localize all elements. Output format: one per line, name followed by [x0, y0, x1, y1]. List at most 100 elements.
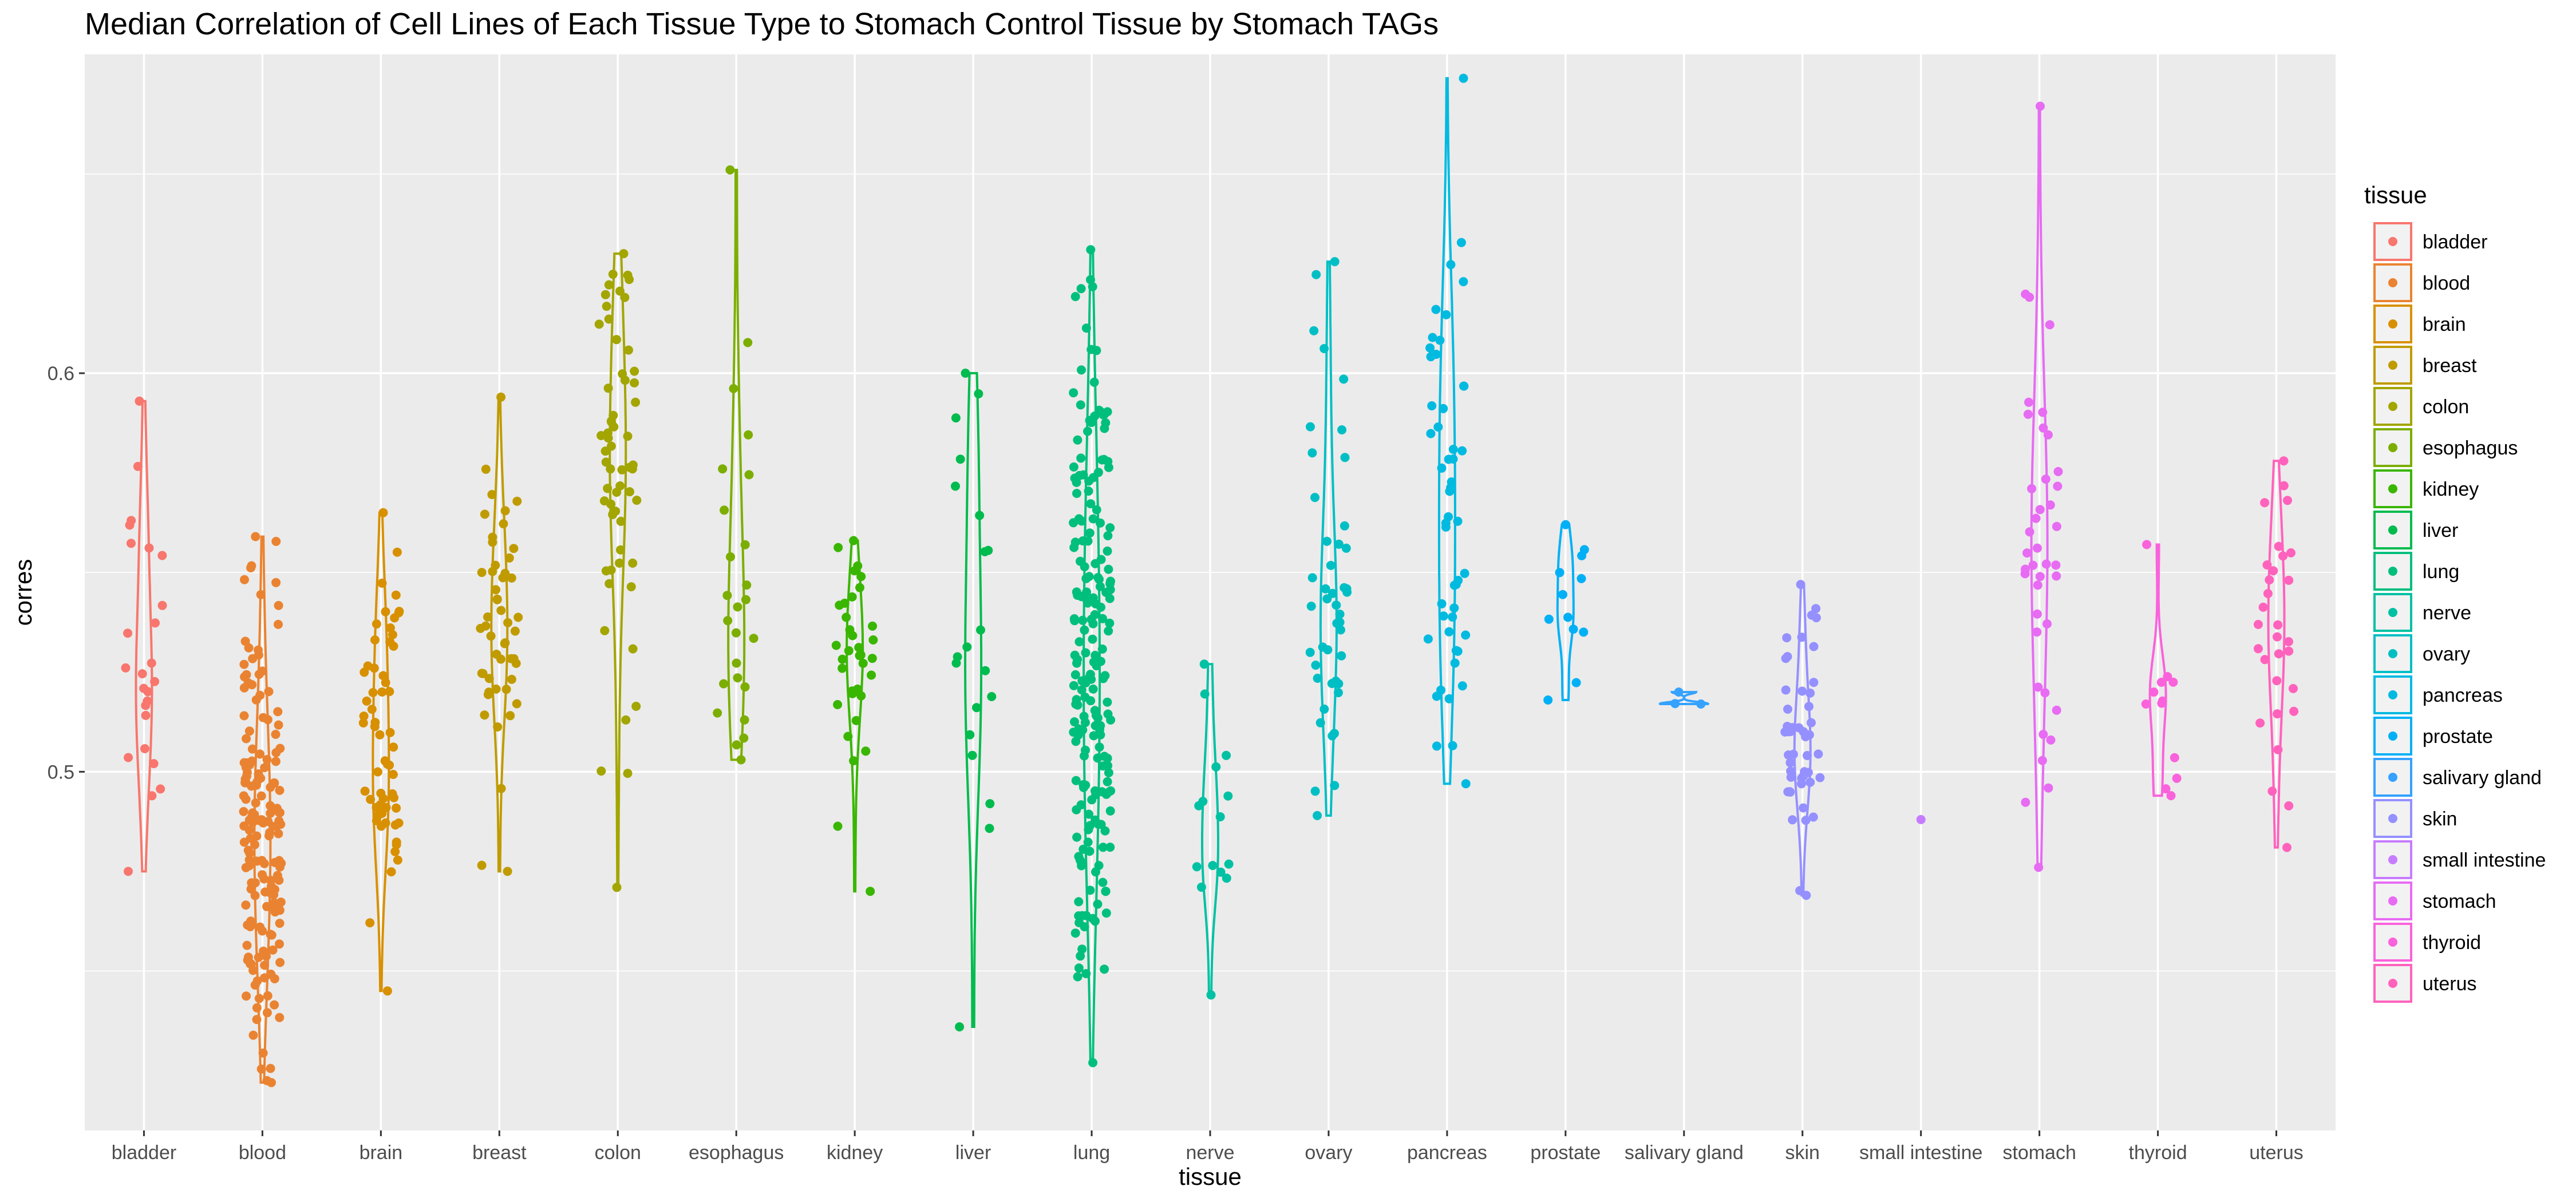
point-liver — [987, 692, 997, 701]
point-esophagus — [732, 658, 741, 668]
point-pancreas — [1448, 741, 1457, 750]
point-blood — [241, 762, 251, 772]
legend-key-dot — [2388, 319, 2397, 329]
point-lung — [1083, 426, 1092, 436]
point-pancreas — [1439, 611, 1448, 621]
point-blood — [250, 891, 260, 900]
point-colon — [605, 579, 614, 588]
point-stomach — [2023, 409, 2033, 419]
point-lung — [1101, 908, 1111, 918]
point-bladder — [157, 551, 167, 560]
point-lung — [1096, 406, 1105, 416]
point-brain — [359, 667, 369, 677]
legend-item-blood: blood — [2373, 263, 2470, 302]
point-bladder — [141, 701, 151, 710]
grid-lines — [85, 54, 2336, 1130]
y-axis-title: corres — [10, 559, 37, 626]
x-tick-label-lung: lung — [1073, 1142, 1110, 1164]
point-colon — [615, 558, 625, 568]
point-blood — [240, 672, 250, 682]
point-kidney — [868, 621, 878, 631]
point-nerve — [1192, 862, 1202, 872]
point-ovary — [1334, 679, 1344, 689]
point-pancreas — [1446, 260, 1456, 270]
legend-label: bladder — [2423, 231, 2487, 253]
point-lung — [1091, 559, 1100, 568]
point-uterus — [2258, 602, 2268, 612]
point-lung — [1081, 648, 1091, 658]
point-kidney — [853, 561, 863, 571]
point-uterus — [2269, 566, 2278, 576]
point-esophagus — [739, 733, 749, 743]
point-lung — [1076, 556, 1085, 566]
legend-key-dot — [2388, 938, 2397, 947]
point-uterus — [2278, 551, 2288, 561]
point-bladder — [149, 759, 159, 769]
point-blood — [262, 755, 272, 764]
point-liver — [985, 824, 994, 833]
point-ovary — [1322, 536, 1332, 546]
point-colon — [631, 397, 641, 407]
point-nerve — [1194, 801, 1204, 810]
point-breast — [500, 506, 510, 516]
point-bladder — [150, 677, 160, 686]
point-blood — [254, 952, 263, 962]
point-uterus — [2253, 644, 2263, 654]
point-pancreas — [1459, 381, 1468, 391]
point-lung — [1105, 618, 1115, 628]
point-lung — [1093, 573, 1103, 582]
legend-label: skin — [2423, 808, 2457, 830]
point-colon — [606, 464, 615, 474]
point-pancreas — [1425, 343, 1435, 353]
point-skin — [1796, 580, 1805, 590]
point-ovary — [1311, 661, 1321, 670]
point-liver — [955, 1022, 965, 1031]
point-blood — [274, 829, 283, 839]
point-blood — [248, 1030, 258, 1040]
point-brain — [359, 711, 369, 721]
point-uterus — [2284, 646, 2294, 656]
legend-label: thyroid — [2423, 932, 2481, 954]
point-bladder — [144, 543, 154, 553]
point-nerve — [1206, 990, 1216, 1000]
point-lung — [1086, 499, 1096, 509]
point-lung — [1105, 843, 1115, 852]
point-kidney — [856, 650, 866, 660]
point-lung — [1099, 674, 1108, 683]
point-ovary — [1307, 573, 1317, 583]
point-breast — [491, 585, 501, 595]
point-pancreas — [1435, 335, 1445, 345]
point-lung — [1074, 897, 1084, 907]
point-lung — [1103, 546, 1112, 556]
point-esophagus — [718, 464, 728, 474]
point-kidney — [866, 887, 875, 896]
point-pancreas — [1444, 627, 1454, 636]
point-esophagus — [744, 470, 754, 480]
point-blood — [271, 536, 281, 546]
point-lung — [1070, 537, 1080, 547]
point-lung — [1080, 922, 1089, 932]
legend-label: brain — [2423, 314, 2466, 335]
point-lung — [1096, 518, 1105, 528]
point-small-intestine — [1916, 814, 1926, 824]
point-stomach — [2034, 863, 2044, 872]
point-esophagus — [732, 628, 741, 638]
point-colon — [596, 766, 606, 776]
point-brain — [376, 821, 386, 831]
point-uterus — [2262, 560, 2272, 570]
point-breast — [480, 710, 489, 720]
point-brain — [390, 847, 400, 856]
point-pancreas — [1437, 463, 1447, 473]
point-lung — [1078, 725, 1088, 735]
point-skin — [1785, 727, 1795, 736]
point-blood — [250, 878, 260, 888]
legend-label: kidney — [2423, 479, 2479, 500]
point-blood — [241, 863, 251, 872]
point-lung — [1091, 867, 1100, 877]
point-blood — [275, 862, 285, 872]
point-ovary — [1310, 786, 1320, 796]
point-lung — [1088, 619, 1098, 628]
point-skin — [1797, 686, 1807, 696]
point-ovary — [1326, 560, 1336, 570]
point-uterus — [2282, 843, 2291, 852]
